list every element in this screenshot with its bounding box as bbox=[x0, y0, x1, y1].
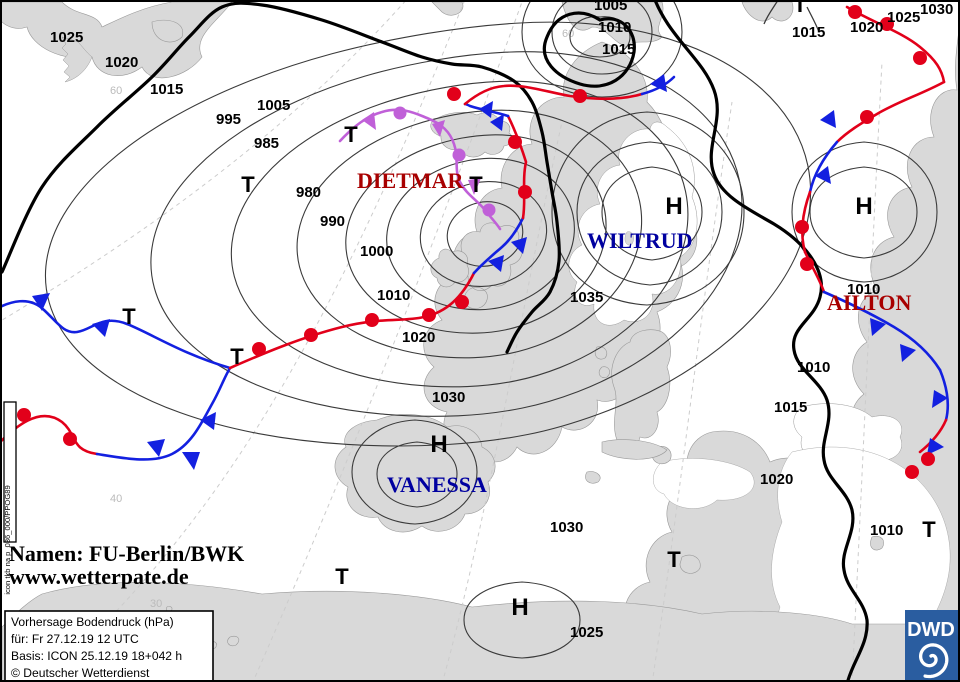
svg-text:1025: 1025 bbox=[887, 9, 920, 26]
svg-text:für: Fr 27.12.19 12 UTC: für: Fr 27.12.19 12 UTC bbox=[11, 632, 139, 646]
svg-text:1030: 1030 bbox=[432, 389, 465, 406]
svg-text:1025: 1025 bbox=[570, 624, 603, 641]
svg-text:1015: 1015 bbox=[792, 24, 825, 41]
svg-text:985: 985 bbox=[254, 135, 279, 152]
svg-text:© Deutscher Wetterdienst: © Deutscher Wetterdienst bbox=[11, 666, 150, 680]
svg-text:1010: 1010 bbox=[598, 19, 631, 36]
svg-text:T: T bbox=[793, 2, 807, 17]
svg-text:1010: 1010 bbox=[377, 287, 410, 304]
svg-text:T: T bbox=[469, 172, 483, 197]
svg-text:DIETMAR: DIETMAR bbox=[357, 168, 464, 193]
svg-text:1015: 1015 bbox=[774, 399, 807, 416]
svg-text:30: 30 bbox=[150, 598, 162, 610]
svg-text:1020: 1020 bbox=[105, 54, 138, 71]
svg-text:Vorhersage Bodendruck (hPa): Vorhersage Bodendruck (hPa) bbox=[11, 615, 174, 629]
svg-text:1020: 1020 bbox=[850, 19, 883, 36]
svg-text:Namen: FU-Berlin/BWK: Namen: FU-Berlin/BWK bbox=[9, 541, 244, 566]
svg-text:H: H bbox=[855, 193, 872, 220]
svg-text:1010: 1010 bbox=[870, 522, 903, 539]
svg-text:H: H bbox=[511, 594, 528, 621]
svg-text:H: H bbox=[665, 193, 682, 220]
svg-text:T: T bbox=[241, 172, 255, 197]
svg-text:www.wetterpate.de: www.wetterpate.de bbox=[9, 564, 189, 589]
svg-text:H: H bbox=[430, 431, 447, 458]
svg-text:1030: 1030 bbox=[550, 519, 583, 536]
svg-text:995: 995 bbox=[216, 111, 241, 128]
svg-text:T: T bbox=[922, 517, 936, 542]
svg-text:1005: 1005 bbox=[594, 2, 627, 14]
svg-text:T: T bbox=[335, 564, 349, 589]
svg-text:Basis: ICON 25.12.19 18+042 h: Basis: ICON 25.12.19 18+042 h bbox=[11, 649, 182, 663]
svg-text:1005: 1005 bbox=[257, 97, 290, 114]
svg-text:60: 60 bbox=[110, 85, 122, 97]
svg-text:1015: 1015 bbox=[602, 41, 635, 58]
svg-text:AILTON: AILTON bbox=[827, 290, 911, 315]
svg-text:T: T bbox=[230, 344, 244, 369]
svg-text:1035: 1035 bbox=[570, 289, 603, 306]
svg-text:1010: 1010 bbox=[797, 359, 830, 376]
svg-text:1020: 1020 bbox=[760, 471, 793, 488]
svg-text:WILTRUD: WILTRUD bbox=[587, 228, 693, 253]
svg-text:T: T bbox=[667, 547, 681, 572]
svg-text:60: 60 bbox=[562, 28, 574, 40]
svg-text:40: 40 bbox=[110, 493, 122, 505]
svg-text:DWD: DWD bbox=[907, 619, 955, 641]
svg-text:1025: 1025 bbox=[50, 29, 83, 46]
svg-text:1030: 1030 bbox=[920, 2, 953, 18]
svg-text:VANESSA: VANESSA bbox=[387, 472, 487, 497]
svg-text:1015: 1015 bbox=[150, 81, 183, 98]
svg-text:990: 990 bbox=[320, 213, 345, 230]
svg-text:T: T bbox=[122, 304, 136, 329]
svg-text:980: 980 bbox=[296, 184, 321, 201]
svg-text:T: T bbox=[344, 122, 358, 147]
svg-text:1000: 1000 bbox=[360, 243, 393, 260]
svg-text:1020: 1020 bbox=[402, 329, 435, 346]
